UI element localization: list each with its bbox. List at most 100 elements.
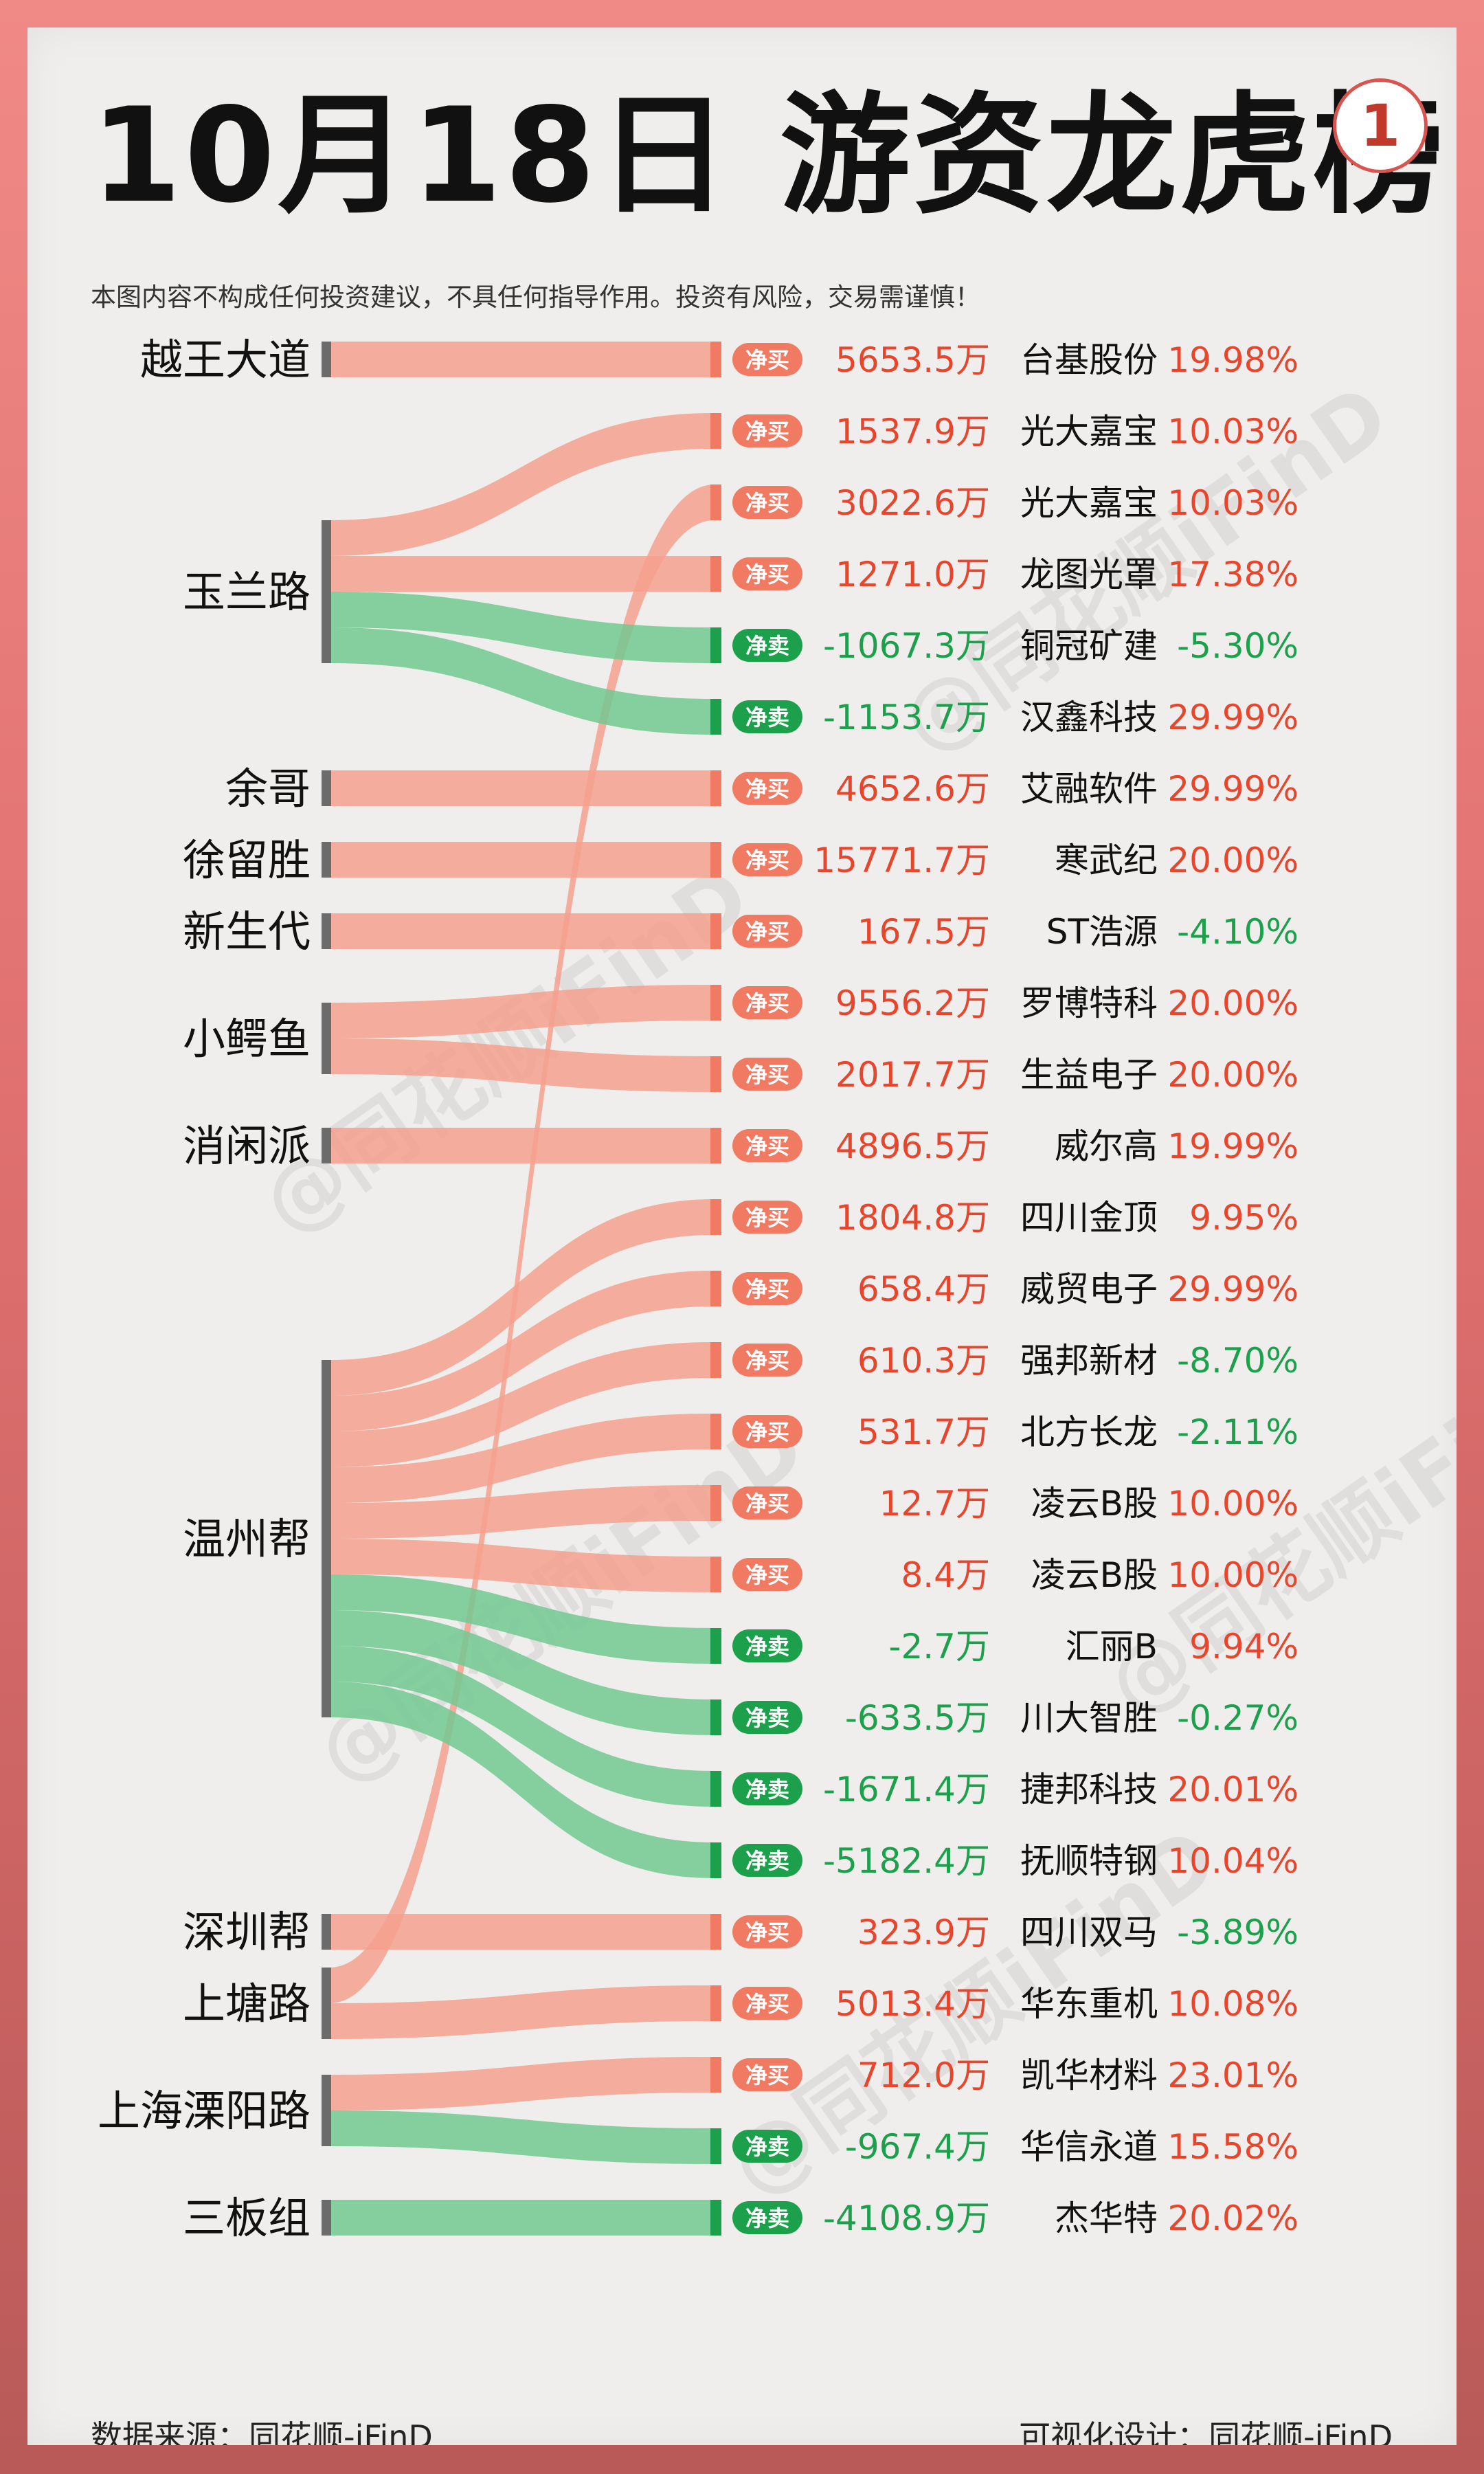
buy-badge (732, 486, 802, 519)
flow-link (330, 2200, 715, 2236)
source-bar (322, 1360, 331, 1717)
page-title: 10月18日 游资龙虎榜 (91, 80, 1446, 232)
source-label: 越王大道 (140, 335, 311, 385)
change-pct: 29.99% (1167, 1269, 1298, 1309)
stock-name: 龙图光罩 (1020, 555, 1158, 594)
amount-label: -967.4万 (845, 2127, 990, 2167)
amount-label: 2017.7万 (835, 1055, 990, 1095)
stock-name: 铜冠矿建 (1020, 626, 1158, 666)
source-bar (322, 342, 331, 377)
sankey-chart: @同花顺iFinD@同花顺iFinD@同花顺iFinD@同花顺iFinD@同花顺… (98, 335, 1457, 2243)
change-pct: 29.99% (1167, 698, 1298, 737)
flow-link (330, 1128, 715, 1163)
change-pct: 10.03% (1167, 412, 1298, 452)
change-pct: 20.00% (1167, 840, 1298, 880)
amount-label: -1671.4万 (823, 1770, 990, 1809)
stock-name: 光大嘉宝 (1020, 483, 1158, 523)
change-pct: 9.94% (1189, 1627, 1298, 1667)
change-pct: 20.02% (1167, 2198, 1298, 2238)
buy-badge (732, 1987, 802, 2020)
flow-link (330, 1610, 715, 1735)
amount-label: -1153.7万 (823, 698, 990, 737)
change-pct: 19.98% (1167, 340, 1298, 380)
stock-name: 华信永道 (1020, 2127, 1158, 2167)
buy-badge (732, 414, 802, 447)
change-pct: -0.27% (1177, 1698, 1298, 1738)
target-bar (710, 1414, 721, 1449)
page-number-badge: 1 (1333, 78, 1428, 173)
flow-link (330, 985, 715, 1038)
badge-label: 净买 (745, 347, 789, 373)
source-bar (322, 2200, 331, 2236)
flow-link (330, 1682, 715, 1878)
flow-link (330, 1539, 715, 1592)
flow-link (330, 484, 715, 2003)
flow-link (330, 1271, 715, 1431)
badge-label: 净买 (745, 1991, 789, 2017)
sell-badge (732, 2201, 802, 2234)
buy-badge (732, 1915, 802, 1948)
change-pct: -3.89% (1177, 1913, 1298, 1952)
badge-label: 净买 (745, 1562, 789, 1588)
stock-name: 凌云B股 (1031, 1555, 1158, 1595)
source-label: 新生代 (183, 906, 311, 957)
badge-label: 净买 (745, 847, 789, 873)
stock-name: 北方长龙 (1020, 1412, 1158, 1452)
amount-label: -4108.9万 (823, 2198, 990, 2238)
badge-label: 净卖 (745, 2134, 789, 2160)
badge-label: 净买 (745, 2062, 789, 2088)
flow-link (330, 770, 715, 806)
buy-badge (732, 343, 802, 376)
target-bar (710, 484, 721, 520)
stock-name: 罗博特科 (1020, 983, 1158, 1023)
badge-label: 净卖 (745, 1705, 789, 1731)
amount-label: 610.3万 (857, 1341, 990, 1381)
change-pct: 10.03% (1167, 483, 1298, 523)
flow-link (330, 342, 715, 377)
source-label: 三板组 (183, 2193, 311, 2243)
stock-name: 强邦新材 (1020, 1341, 1158, 1381)
target-bar (710, 342, 721, 377)
amount-label: 5013.4万 (835, 1984, 990, 2024)
target-bar (710, 770, 721, 806)
target-bar (710, 1985, 721, 2021)
flow-link (330, 1646, 715, 1807)
source-bar (322, 770, 331, 806)
change-pct: -8.70% (1177, 1341, 1298, 1381)
flow-link (330, 1985, 715, 2039)
amount-label: 167.5万 (857, 912, 990, 952)
stock-name: 川大智胜 (1020, 1698, 1158, 1738)
badge-label: 净买 (745, 1133, 789, 1159)
source-label: 徐留胜 (183, 835, 311, 885)
source-bar (322, 520, 331, 663)
target-bar (710, 985, 721, 1021)
badge-label: 净买 (745, 490, 789, 516)
amount-label: 9556.2万 (835, 983, 990, 1023)
amount-label: -1067.3万 (823, 626, 990, 666)
flow-link (330, 1914, 715, 1950)
buy-badge (732, 1486, 802, 1519)
target-bar (710, 627, 721, 663)
source-bar (322, 2075, 331, 2146)
stock-name: 杰华特 (1055, 2198, 1158, 2238)
flow-link (330, 2057, 715, 2110)
amount-label: -5182.4万 (823, 1841, 990, 1881)
sell-badge (732, 1844, 802, 1877)
target-bar (710, 699, 721, 735)
badge-label: 净买 (745, 990, 789, 1016)
change-pct: 10.04% (1167, 1841, 1298, 1881)
flow-link (330, 2110, 715, 2164)
buy-badge (732, 1058, 802, 1091)
sell-badge (732, 1701, 802, 1734)
amount-label: 658.4万 (857, 1269, 990, 1309)
badge-label: 净买 (745, 1491, 789, 1517)
source-label: 上塘路 (183, 1979, 311, 2029)
source-bar (322, 1968, 331, 2039)
amount-label: 1271.0万 (835, 555, 990, 594)
change-pct: 29.99% (1167, 769, 1298, 809)
amount-label: -2.7万 (888, 1627, 990, 1667)
stock-name: 凌云B股 (1031, 1484, 1158, 1524)
target-bar (710, 1342, 721, 1378)
source-label: 温州帮 (183, 1514, 311, 1564)
source-bar (322, 913, 331, 949)
